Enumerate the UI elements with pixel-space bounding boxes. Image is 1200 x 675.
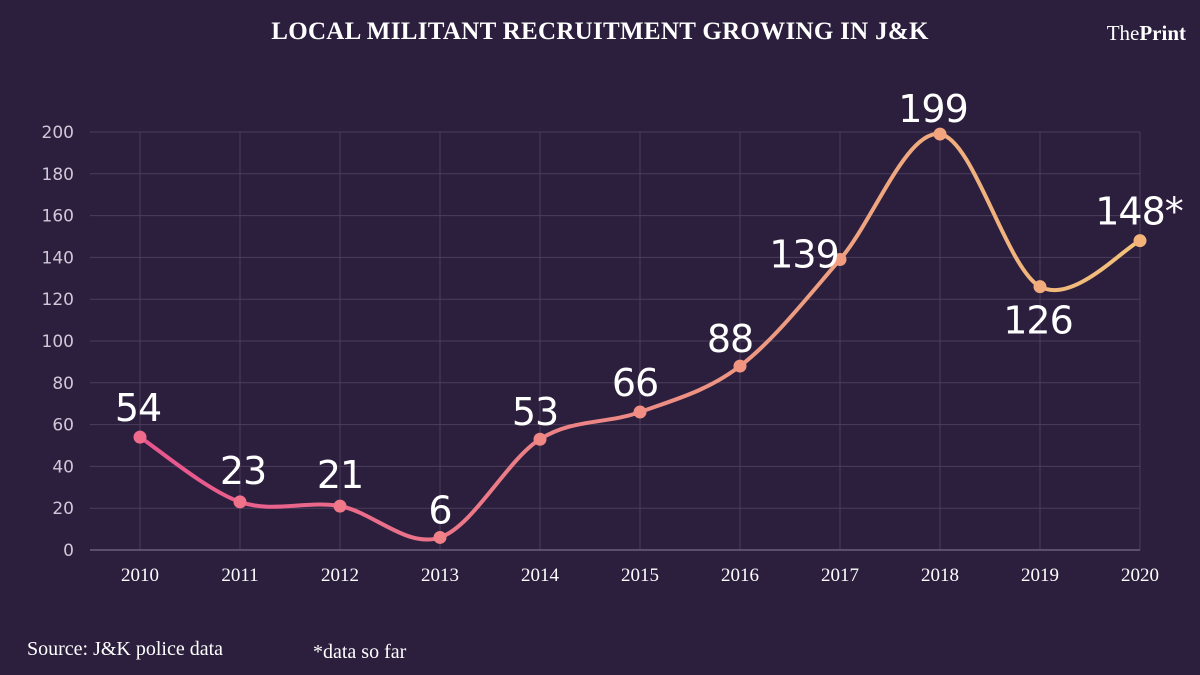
x-tick-label: 2017 — [821, 565, 859, 586]
y-tick-label: 20 — [52, 499, 74, 519]
brand-logo: ThePrint — [1107, 21, 1186, 46]
data-point-2011 — [233, 495, 247, 509]
data-point-2020 — [1133, 234, 1147, 248]
chart-title: LOCAL MILITANT RECRUITMENT GROWING IN J&… — [271, 18, 929, 45]
x-tick-label: 2014 — [521, 565, 560, 586]
data-label-2012: 21 — [317, 453, 363, 497]
data-label-2013: 6 — [428, 488, 451, 532]
data-point-2014 — [533, 432, 547, 446]
data-point-2010 — [133, 430, 147, 444]
data-label-2020: 148* — [1095, 190, 1183, 234]
source-note: Source: J&K police data — [27, 638, 224, 660]
x-tick-label: 2018 — [921, 565, 959, 586]
brand-part-the: The — [1106, 21, 1140, 45]
data-label-2015: 66 — [612, 361, 658, 405]
x-tick-label: 2011 — [221, 565, 258, 586]
data-label-2011: 23 — [220, 449, 266, 493]
y-tick-label: 120 — [42, 290, 74, 310]
data-point-2017 — [833, 252, 847, 266]
x-tick-label: 2013 — [421, 565, 459, 586]
data-label-2014: 53 — [512, 390, 558, 434]
y-tick-label: 40 — [52, 457, 74, 477]
x-tick-label: 2020 — [1121, 565, 1159, 586]
data-point-2013 — [433, 530, 447, 544]
y-tick-label: 80 — [52, 374, 74, 394]
data-label-2019: 126 — [1003, 299, 1073, 343]
x-tick-label: 2016 — [721, 565, 759, 586]
data-label-2018: 199 — [898, 87, 968, 131]
x-tick-label: 2010 — [121, 565, 159, 586]
x-tick-label: 2019 — [1021, 565, 1059, 586]
x-tick-label: 2012 — [321, 565, 359, 586]
data-point-2015 — [633, 405, 647, 419]
data-point-2012 — [333, 499, 347, 513]
y-tick-label: 60 — [52, 416, 74, 436]
y-tick-label: 140 — [42, 248, 74, 268]
data-point-2019 — [1033, 280, 1047, 294]
brand-part-print: Print — [1139, 21, 1186, 45]
data-point-2018 — [933, 127, 947, 141]
axes: 0 20 40 60 80 100 120 140 160 180 200 2010 2011 2012 2… — [42, 123, 1159, 586]
y-tick-label: 180 — [42, 165, 74, 185]
data-label-2010: 54 — [115, 386, 161, 430]
data-points — [133, 127, 1147, 544]
y-tick-label: 100 — [42, 332, 74, 352]
y-tick-label: 200 — [42, 123, 74, 143]
data-label-2017: 139 — [769, 232, 839, 276]
series-line — [138, 132, 1142, 542]
data-label-2016: 88 — [707, 317, 753, 361]
data-point-2016 — [733, 359, 747, 373]
y-tick-label: 160 — [42, 207, 74, 227]
x-tick-label: 2015 — [621, 565, 659, 586]
y-tick-label: 0 — [63, 541, 74, 561]
footnote: *data so far — [313, 641, 407, 663]
data-labels: 54 23 21 6 53 66 88 139 199 126 148* — [115, 87, 1184, 532]
